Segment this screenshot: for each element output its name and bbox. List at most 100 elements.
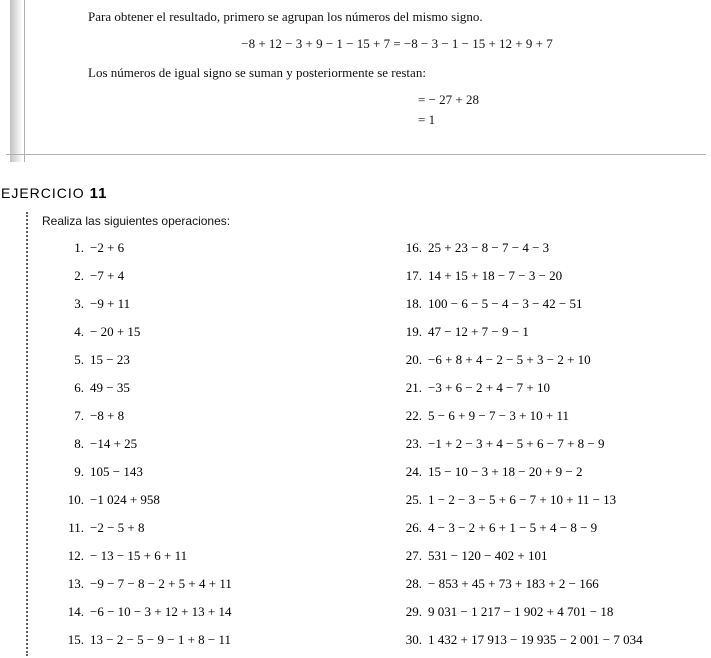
- list-item: 17. 14 + 15 + 18 − 7 − 3 − 20: [398, 266, 700, 294]
- list-item: 25. 1 − 2 − 3 − 5 + 6 − 7 + 10 + 11 − 13: [398, 490, 700, 518]
- item-number: 21.: [398, 378, 422, 398]
- list-item: 23. −1 + 2 − 3 + 4 − 5 + 6 − 7 + 8 − 9: [398, 434, 700, 462]
- item-expression: −1 024 + 958: [90, 492, 160, 507]
- list-item: 27. 531 − 120 − 402 + 101: [398, 546, 700, 574]
- item-number: 17.: [398, 266, 422, 286]
- item-expression: 15 − 23: [90, 352, 130, 367]
- item-number: 11.: [60, 518, 84, 538]
- item-number: 18.: [398, 294, 422, 314]
- item-number: 29.: [398, 602, 422, 622]
- list-item: 11. −2 − 5 + 8: [60, 518, 360, 546]
- example-expression: −8 + 12 − 3 + 9 − 1 − 15 + 7 = −8 − 3 − …: [88, 35, 706, 54]
- item-number: 24.: [398, 462, 422, 482]
- item-expression: 13 − 2 − 5 − 9 − 1 + 8 − 11: [90, 632, 231, 647]
- list-item: 1. −2 + 6: [60, 238, 360, 266]
- item-number: 28.: [398, 574, 422, 594]
- list-item: 28. − 853 + 45 + 73 + 183 + 2 − 166: [398, 574, 700, 602]
- list-item: 9. 105 − 143: [60, 462, 360, 490]
- item-expression: 15 − 10 − 3 + 18 − 20 + 9 − 2: [428, 464, 583, 479]
- item-number: 12.: [60, 546, 84, 566]
- list-item: 13. −9 − 7 − 8 − 2 + 5 + 4 + 11: [60, 574, 360, 602]
- item-number: 14.: [60, 602, 84, 622]
- item-number: 15.: [60, 630, 84, 650]
- item-number: 7.: [60, 406, 84, 426]
- list-item: 3.−9 + 11: [60, 294, 360, 322]
- item-expression: 4 − 3 − 2 + 6 + 1 − 5 + 4 − 8 − 9: [428, 520, 597, 535]
- item-number: 9.: [60, 462, 84, 482]
- item-expression: −2 + 6: [90, 240, 124, 255]
- item-number: 10.: [60, 490, 84, 510]
- exercise-number: 11: [90, 185, 108, 202]
- list-item: 2. −7 + 4: [60, 266, 360, 294]
- exercise-column-1: 1. −2 + 6 2. −7 + 4 3.−9 + 114. − 20 + 15 5. 15…: [60, 238, 360, 658]
- dotted-rule: [26, 212, 28, 656]
- list-item: 30. 1 432 + 17 913 − 19 935 − 2 001 − 7 0…: [398, 630, 700, 658]
- item-number: 22.: [398, 406, 422, 426]
- item-expression: − 20 + 15: [90, 324, 140, 339]
- list-item: 18.100 − 6 − 5 − 4 − 3 − 42 − 51: [398, 294, 700, 322]
- list-item: 19. 47 − 12 + 7 − 9 − 1: [398, 322, 700, 350]
- list-item: 10. −1 024 + 958: [60, 490, 360, 518]
- list-item: 8. −14 + 25: [60, 434, 360, 462]
- item-expression: −14 + 25: [90, 436, 137, 451]
- example-intro: Para obtener el resultado, primero se ag…: [88, 8, 706, 27]
- exercise-instruction: Realiza las siguientes operaciones:: [42, 214, 230, 228]
- list-item: 21. −3 + 6 − 2 + 4 − 7 + 10: [398, 378, 700, 406]
- item-expression: −3 + 6 − 2 + 4 − 7 + 10: [428, 380, 550, 395]
- item-number: 4.: [60, 322, 84, 342]
- list-item: 16. 25 + 23 − 8 − 7 − 4 − 3: [398, 238, 700, 266]
- list-item: 12. − 13 − 15 + 6 + 11: [60, 546, 360, 574]
- item-expression: 25 + 23 − 8 − 7 − 4 − 3: [428, 240, 549, 255]
- example-box: Para obtener el resultado, primero se ag…: [6, 0, 706, 155]
- exercise-header: EJERCICIO 11: [0, 185, 711, 203]
- list-item: 20. −6 + 8 + 4 − 2 − 5 + 3 − 2 + 10: [398, 350, 700, 378]
- item-number: 19.: [398, 322, 422, 342]
- item-expression: 14 + 15 + 18 − 7 − 3 − 20: [428, 268, 562, 283]
- item-expression: 1 432 + 17 913 − 19 935 − 2 001 − 7 034: [428, 632, 643, 647]
- list-item: 5. 15 − 23: [60, 350, 360, 378]
- example-note: Los números de igual signo se suman y po…: [88, 64, 706, 83]
- list-item: 6. 49 − 35: [60, 378, 360, 406]
- item-expression: −6 + 8 + 4 − 2 − 5 + 3 − 2 + 10: [428, 352, 591, 367]
- example-step2: = 1: [418, 111, 706, 130]
- item-number: 2.: [60, 266, 84, 286]
- item-expression: − 853 + 45 + 73 + 183 + 2 − 166: [428, 576, 599, 591]
- item-number: 20.: [398, 350, 422, 370]
- item-number: 8.: [60, 434, 84, 454]
- item-number: 26.: [398, 518, 422, 538]
- item-expression: −7 + 4: [90, 268, 124, 283]
- item-expression: −6 − 10 − 3 + 12 + 13 + 14: [90, 604, 232, 619]
- item-expression: −9 + 11: [90, 296, 130, 311]
- item-expression: 531 − 120 − 402 + 101: [428, 548, 548, 563]
- list-item: 26. 4 − 3 − 2 + 6 + 1 − 5 + 4 − 8 − 9: [398, 518, 700, 546]
- item-number: 5.: [60, 350, 84, 370]
- exercise-label: EJERCICIO: [1, 185, 85, 201]
- item-number: 6.: [60, 378, 84, 398]
- item-expression: −2 − 5 + 8: [90, 520, 145, 535]
- item-expression: −9 − 7 − 8 − 2 + 5 + 4 + 11: [90, 576, 232, 591]
- item-expression: −1 + 2 − 3 + 4 − 5 + 6 − 7 + 8 − 9: [428, 436, 604, 451]
- list-item: 7. −8 + 8: [60, 406, 360, 434]
- list-item: 29. 9 031 − 1 217 − 1 902 + 4 701 − 18: [398, 602, 700, 630]
- item-expression: 105 − 143: [90, 464, 143, 479]
- item-expression: − 13 − 15 + 6 + 11: [90, 548, 187, 563]
- list-item: 22. 5 − 6 + 9 − 7 − 3 + 10 + 11: [398, 406, 700, 434]
- item-expression: 49 − 35: [90, 380, 130, 395]
- item-number: 16.: [398, 238, 422, 258]
- list-item: 24. 15 − 10 − 3 + 18 − 20 + 9 − 2: [398, 462, 700, 490]
- exercise-column-2: 16. 25 + 23 − 8 − 7 − 4 − 3 17. 14 + 15 + 1…: [398, 238, 700, 658]
- item-expression: 1 − 2 − 3 − 5 + 6 − 7 + 10 + 11 − 13: [428, 492, 616, 507]
- item-number: 23.: [398, 434, 422, 454]
- item-number: 30.: [398, 630, 422, 650]
- item-expression: 47 − 12 + 7 − 9 − 1: [428, 324, 529, 339]
- item-expression: 5 − 6 + 9 − 7 − 3 + 10 + 11: [428, 408, 569, 423]
- item-number: 25.: [398, 490, 422, 510]
- item-number: 27.: [398, 546, 422, 566]
- item-expression: −8 + 8: [90, 408, 124, 423]
- item-number: 1.: [60, 238, 84, 258]
- item-number: 13.: [60, 574, 84, 594]
- list-item: 15. 13 − 2 − 5 − 9 − 1 + 8 − 11: [60, 630, 360, 658]
- list-item: 4. − 20 + 15: [60, 322, 360, 350]
- list-item: 14. −6 − 10 − 3 + 12 + 13 + 14: [60, 602, 360, 630]
- item-expression: 9 031 − 1 217 − 1 902 + 4 701 − 18: [428, 604, 613, 619]
